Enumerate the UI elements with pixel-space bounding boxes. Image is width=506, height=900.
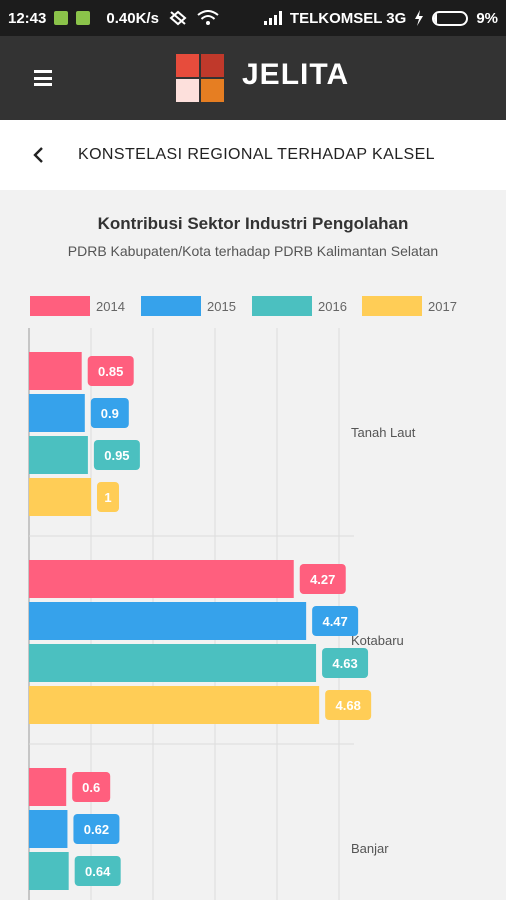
category-label: Banjar	[351, 841, 389, 856]
battery-icon	[432, 10, 469, 26]
data-label-bg	[299, 564, 346, 594]
status-bar: 12:43 0.40K/s TELKOMSEL 3G 9%	[0, 0, 506, 36]
data-label: 0.62	[84, 822, 109, 837]
status-time: 12:43	[8, 9, 47, 27]
category-label: Tanah Laut	[351, 425, 416, 440]
data-label: 4.63	[332, 656, 357, 671]
data-label-bg	[97, 482, 119, 512]
page-title: KONSTELASI REGIONAL TERHADAP KALSEL	[78, 146, 435, 163]
sub-header: KONSTELASI REGIONAL TERHADAP KALSEL	[0, 120, 506, 190]
bar	[29, 560, 294, 598]
data-label-bg	[312, 606, 359, 636]
bar-chart: 0.85 0.9 0.95 1 Tanah Laut 4.27 4.47 4.63 4.68 Ko…	[28, 328, 416, 900]
network-speed: 0.40K/s	[106, 9, 159, 27]
data-label: 1	[104, 490, 111, 505]
data-label-bg	[72, 772, 111, 802]
data-label-bg	[73, 814, 120, 844]
carrier-name: TELKOMSEL 3G	[289, 9, 407, 27]
back-icon[interactable]	[30, 146, 48, 164]
battery-percent: 9%	[476, 9, 498, 27]
signal-icon	[263, 11, 282, 25]
data-label: 0.9	[101, 406, 119, 421]
legend-item-0[interactable]: 2014	[30, 296, 125, 316]
legend-label: 2015	[207, 298, 236, 314]
chart-title: Kontribusi Sektor Industri Pengolahan	[97, 214, 409, 233]
notification-icon	[54, 11, 69, 25]
data-label-bg	[322, 648, 369, 678]
bar	[29, 810, 68, 848]
chart-subtitle: PDRB Kabupaten/Kota terhadap PDRB Kalima…	[67, 243, 439, 259]
data-label: 0.64	[85, 864, 111, 879]
legend-swatch	[252, 296, 312, 316]
data-label: 0.85	[98, 364, 123, 379]
data-label: 4.27	[310, 572, 335, 587]
menu-icon[interactable]	[34, 70, 52, 86]
data-label: 0.95	[104, 448, 129, 463]
notification-icon	[76, 11, 91, 25]
bar	[29, 436, 88, 474]
bar	[29, 602, 307, 640]
data-label: 4.47	[322, 614, 347, 629]
app-logo	[176, 54, 224, 102]
app-title: JELITA	[242, 58, 350, 91]
data-label-bg	[93, 440, 140, 470]
legend-swatch	[141, 296, 201, 316]
bar	[29, 394, 85, 432]
legend-item-1[interactable]: 2015	[141, 296, 236, 316]
bar	[29, 352, 82, 390]
legend-label: 2014	[96, 298, 125, 314]
data-label: 4.68	[336, 698, 361, 713]
data-label-bg	[87, 356, 134, 386]
bar	[29, 478, 91, 516]
mute-icon	[169, 10, 187, 26]
data-label-bg	[90, 398, 129, 428]
bar	[29, 768, 67, 806]
bar	[29, 686, 320, 724]
legend-label: 2017	[428, 298, 457, 314]
data-label-bg	[325, 690, 372, 720]
legend-item-3[interactable]: 2017	[362, 296, 457, 316]
legend-item-2[interactable]: 2016	[252, 296, 347, 316]
legend-swatch	[30, 296, 90, 316]
data-label-bg	[74, 856, 121, 886]
bar	[29, 644, 317, 682]
wifi-icon	[197, 10, 219, 25]
legend-label: 2016	[318, 298, 347, 314]
charging-icon	[415, 10, 424, 26]
bar	[29, 852, 69, 890]
legend-swatch	[362, 296, 422, 316]
data-label: 0.6	[82, 780, 100, 795]
category-label: Kotabaru	[351, 633, 404, 648]
app-bar: JELITA	[0, 36, 506, 120]
